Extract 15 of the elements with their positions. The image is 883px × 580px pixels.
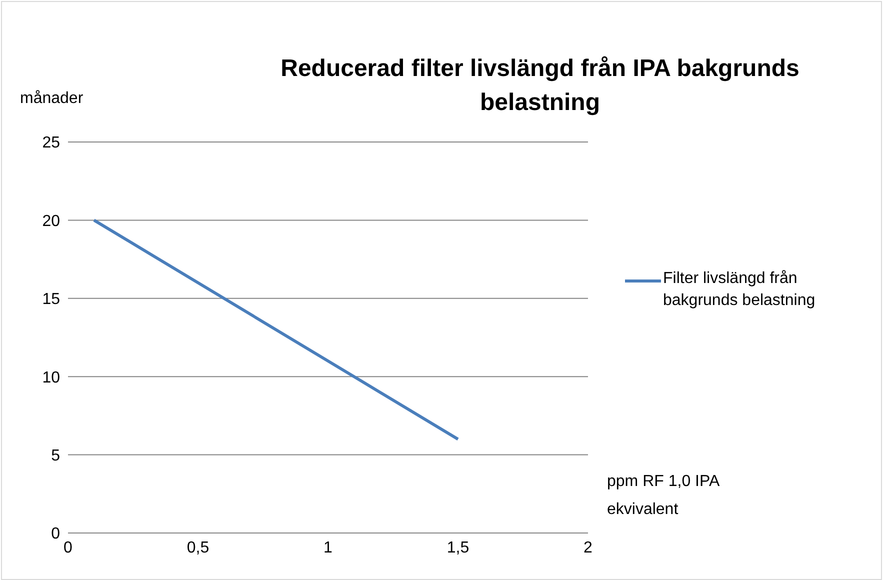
x-axis-title: ppm RF 1,0 IPA ekvivalent <box>607 472 720 520</box>
x-tick-label: 1,5 <box>446 539 470 556</box>
y-axis-title: månader <box>20 90 84 108</box>
y-tick-label: 0 <box>51 526 60 543</box>
y-tick-label: 15 <box>42 291 60 308</box>
y-tick-label: 10 <box>42 369 60 386</box>
legend-label: Filter livslängd från bakgrunds belastning <box>663 269 816 311</box>
chart-title: Reducerad filter livslängd från IPA bakgrunds belastning <box>280 54 800 118</box>
y-tick-label: 25 <box>42 134 60 152</box>
x-tick-label: 0 <box>64 539 73 556</box>
y-tick-label: 20 <box>42 212 60 230</box>
y-tick-label: 5 <box>51 447 60 464</box>
x-tick-label: 1 <box>324 539 333 556</box>
x-tick-label: 0,5 <box>186 539 210 556</box>
x-tick-label: 2 <box>584 539 593 556</box>
